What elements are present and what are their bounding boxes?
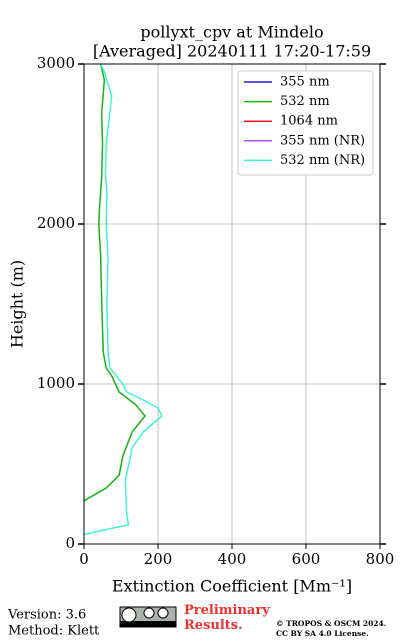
- chart-subtitle: [Averaged] 20240111 17:20-17:59: [93, 42, 371, 61]
- y-tick-label: 1000: [37, 374, 75, 392]
- preliminary: Preliminary Results.: [184, 603, 270, 633]
- legend-label: 355 nm (NR): [280, 133, 365, 148]
- x-tick-label: 600: [292, 550, 321, 568]
- legend-label: 355 nm: [280, 75, 330, 90]
- data-line: [83, 63, 163, 536]
- y-axis-label: Height (m): [8, 260, 27, 348]
- x-tick-label: 0: [79, 550, 89, 568]
- x-axis-label: Extinction Coefficient [Mm⁻¹]: [112, 577, 352, 596]
- legend-label: 532 nm (NR): [280, 153, 365, 168]
- method: Method: Klett: [8, 624, 100, 639]
- y-tick-label: 2000: [37, 214, 75, 232]
- y-tick-label: 0: [65, 534, 75, 552]
- x-tick-label: 800: [366, 550, 395, 568]
- legend-label: 532 nm: [280, 94, 330, 109]
- x-tick-label: 200: [144, 550, 173, 568]
- y-tick-label: 3000: [37, 54, 75, 72]
- x-tick-label: 400: [218, 550, 247, 568]
- legend-box: [237, 70, 374, 176]
- plot-frame: [83, 63, 381, 545]
- legend-label: 1064 nm: [280, 114, 338, 129]
- cc-logo: [119, 606, 177, 628]
- chart-title: pollyxt_cpv at Mindelo: [140, 23, 323, 42]
- version: Version: 3.6: [7, 608, 86, 623]
- license: © TROPOS & OSCM 2024. CC BY SA 4.0 Licens…: [276, 619, 386, 638]
- data-line: [83, 63, 147, 502]
